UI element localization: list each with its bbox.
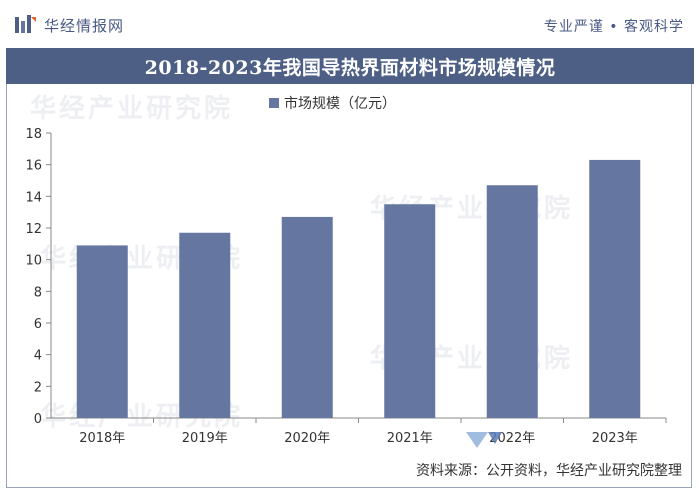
institute-logo-icon [466, 432, 502, 448]
bar [589, 159, 641, 418]
legend-swatch [269, 98, 279, 108]
header-bar: 华经情报网 专业严谨 • 客观科学 [0, 0, 700, 48]
legend-label: 市场规模（亿元） [284, 95, 396, 112]
title-bar: 2018-2023年我国导热界面材料市场规模情况 [6, 48, 694, 84]
x-tick-label: 2020年 [284, 431, 330, 446]
brand-logo-icon [15, 15, 36, 33]
y-tick-label: 2 [34, 380, 42, 395]
chart-title: 2018-2023年我国导热界面材料市场规模情况 [144, 56, 556, 79]
y-tick-label: 12 [25, 222, 42, 237]
y-tick-label: 4 [34, 349, 42, 364]
source-note: 资料来源：公开资料，华经产业研究院整理 [416, 463, 682, 479]
y-tick-label: 18 [25, 127, 42, 142]
x-tick-label: 2019年 [182, 431, 228, 446]
slogan: 专业严谨 • 客观科学 [543, 19, 684, 35]
y-tick-label: 10 [25, 254, 42, 269]
x-tick-label: 2022年 [489, 431, 535, 446]
brand[interactable]: 华经情报网 [14, 14, 124, 36]
y-tick-label: 14 [25, 190, 42, 205]
y-tick-label: 8 [34, 285, 42, 300]
y-tick-label: 16 [25, 159, 42, 174]
y-tick-label: 0 [34, 412, 42, 427]
chart-frame [6, 84, 692, 488]
bar [486, 185, 538, 418]
x-tick-label: 2018年 [79, 431, 125, 446]
x-tick-label: 2023年 [592, 431, 638, 446]
bar [179, 232, 231, 418]
bar [281, 216, 333, 418]
brand-name: 华经情报网 [44, 16, 125, 35]
y-tick-label: 6 [34, 317, 42, 332]
bar [76, 245, 128, 418]
x-tick-label: 2021年 [387, 431, 433, 446]
bar [384, 204, 436, 418]
